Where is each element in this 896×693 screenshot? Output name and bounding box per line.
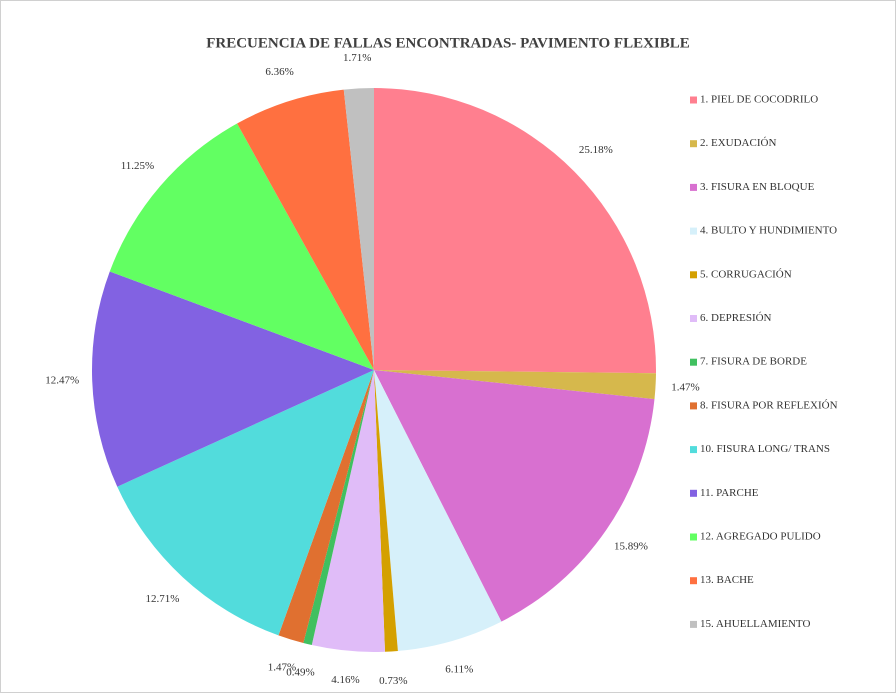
legend-label: 6. DEPRESIÓN — [700, 312, 772, 324]
legend-label: 11. PARCHE — [700, 487, 759, 499]
pie-slice — [374, 370, 502, 651]
data-label: 1.71% — [343, 52, 371, 64]
legend-label: 1. PIEL DE COCODRILO — [700, 94, 818, 106]
pie-slice — [237, 89, 374, 370]
data-label: 25.18% — [579, 144, 613, 156]
data-label: 0.73% — [379, 675, 407, 687]
data-label: 12.71% — [146, 593, 180, 605]
data-label: 11.25% — [121, 160, 155, 172]
pie-slice — [278, 370, 374, 644]
data-label: 1.47% — [671, 381, 699, 393]
legend-swatch — [690, 533, 697, 541]
legend-label: 13. BACHE — [700, 574, 754, 586]
legend-swatch — [690, 620, 697, 628]
legend-label: 2. EXUDACIÓN — [700, 137, 776, 149]
data-label: 1.47% — [268, 662, 296, 674]
pie-slice — [91, 271, 374, 487]
legend-label: 3. FISURA EN BLOQUE — [700, 181, 815, 193]
legend-swatch — [690, 402, 697, 410]
chart-title: FRECUENCIA DE FALLAS ENCONTRADAS- PAVIME… — [206, 35, 690, 51]
data-label: 12.47% — [45, 374, 79, 386]
legend-label: 10. FISURA LONG/ TRANS — [700, 443, 830, 455]
legend-swatch — [690, 489, 697, 497]
pie-slice — [117, 370, 375, 636]
data-label: 15.89% — [614, 540, 648, 552]
legend-label: 12. AGREGADO PULIDO — [700, 531, 821, 543]
pie-slice — [374, 370, 655, 622]
legend-swatch — [690, 140, 697, 148]
data-label: 6.36% — [265, 66, 293, 78]
pie-slice — [109, 123, 374, 371]
legend-swatch — [690, 577, 697, 585]
pie-slice — [374, 370, 398, 652]
legend-label: 7. FISURA DE BORDE — [700, 356, 807, 368]
data-label: 0.49% — [286, 667, 314, 679]
data-label: 4.16% — [331, 674, 359, 686]
legend-label: 4. BULTO Y HUNDIMIENTO — [700, 225, 837, 237]
legend-swatch — [690, 96, 697, 104]
legend-label: 15. AHUELLAMIENTO — [700, 618, 810, 630]
legend-swatch — [690, 183, 697, 191]
pie-slice — [374, 88, 656, 374]
legend-swatch — [690, 227, 697, 235]
legend-swatch — [690, 271, 697, 279]
legend-swatch — [690, 358, 697, 366]
data-label: 6.11% — [445, 664, 473, 676]
pie-slice — [303, 370, 374, 646]
legend-label: 8. FISURA POR REFLEXIÓN — [700, 399, 838, 411]
legend-swatch — [690, 315, 697, 322]
pie-slice — [311, 370, 385, 652]
legend-label: 5. CORRUGACIÓN — [700, 268, 792, 280]
legend-swatch — [690, 446, 697, 454]
pie-slice — [374, 370, 656, 400]
pie-slice — [343, 88, 374, 370]
